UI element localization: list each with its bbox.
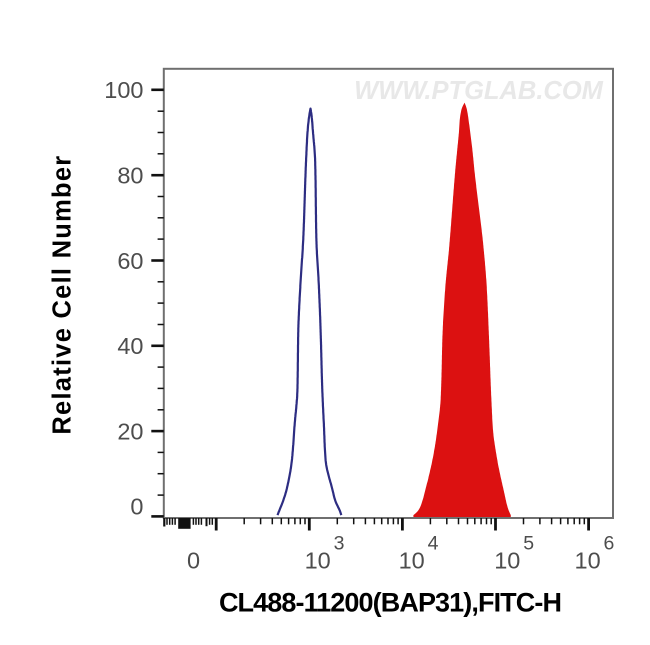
svg-text:10: 10 <box>575 548 601 574</box>
svg-text:CL488-11200(BAP31),FITC-H: CL488-11200(BAP31),FITC-H <box>219 588 561 618</box>
svg-text:0: 0 <box>187 548 200 574</box>
svg-text:Relative Cell Number: Relative Cell Number <box>49 155 77 435</box>
svg-text:6: 6 <box>604 533 615 555</box>
svg-text:5: 5 <box>523 533 534 555</box>
svg-text:10: 10 <box>399 548 425 574</box>
svg-text:10: 10 <box>305 548 331 574</box>
svg-text:100: 100 <box>104 77 143 103</box>
svg-text:3: 3 <box>334 533 345 555</box>
svg-text:WWW.PTGLAB.COM: WWW.PTGLAB.COM <box>354 77 604 105</box>
svg-text:20: 20 <box>117 418 143 444</box>
svg-text:80: 80 <box>117 163 143 189</box>
svg-text:0: 0 <box>130 494 143 520</box>
svg-text:4: 4 <box>428 533 439 555</box>
svg-text:10: 10 <box>494 548 520 574</box>
svg-text:60: 60 <box>117 248 143 274</box>
svg-text:40: 40 <box>117 333 143 359</box>
